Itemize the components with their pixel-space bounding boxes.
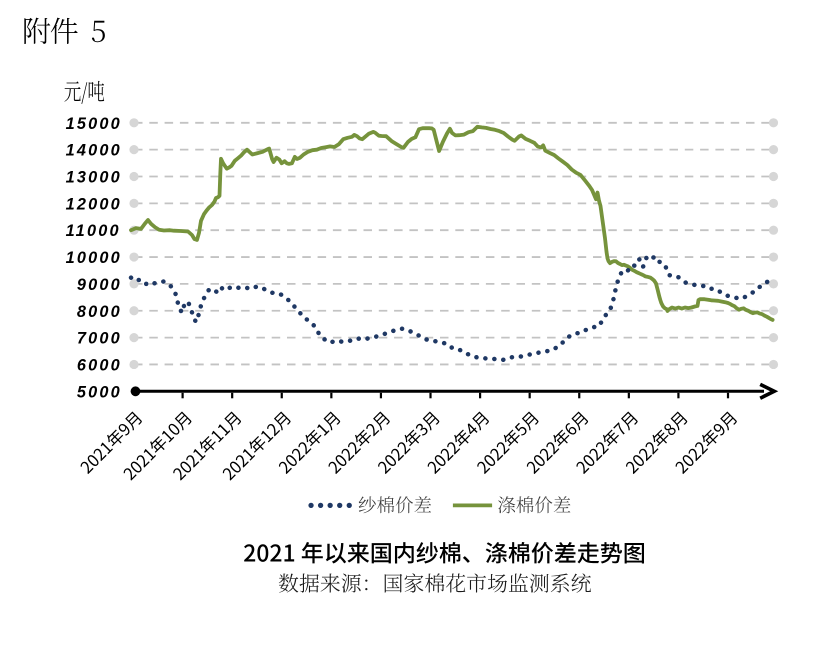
svg-text:8000: 8000 bbox=[77, 303, 122, 321]
svg-text:10000: 10000 bbox=[66, 249, 122, 267]
svg-text:15000: 15000 bbox=[66, 115, 122, 133]
svg-text:14000: 14000 bbox=[66, 142, 122, 160]
svg-text:9000: 9000 bbox=[77, 276, 122, 294]
svg-text:13000: 13000 bbox=[66, 169, 122, 187]
svg-text:5000: 5000 bbox=[77, 383, 122, 401]
svg-text:11000: 11000 bbox=[66, 222, 121, 240]
svg-text:12000: 12000 bbox=[66, 195, 122, 213]
svg-text:7000: 7000 bbox=[77, 330, 122, 348]
svg-text:6000: 6000 bbox=[77, 356, 122, 374]
